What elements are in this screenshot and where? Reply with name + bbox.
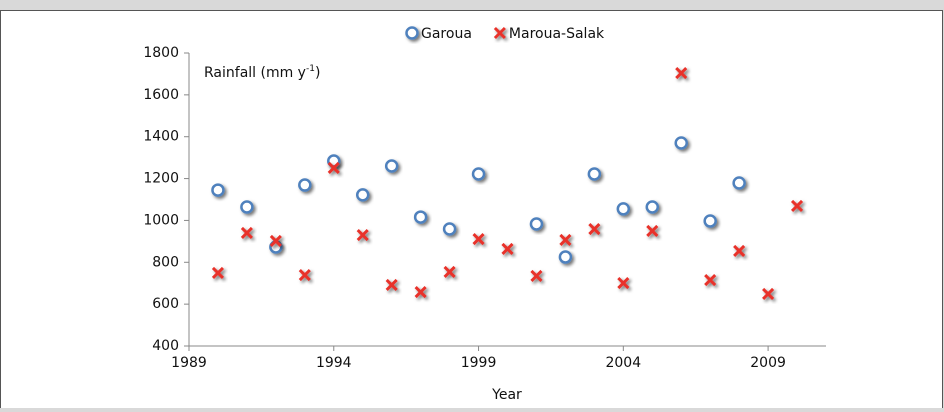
x-tick-label: 1994 — [316, 355, 352, 371]
marker-circle — [587, 167, 602, 181]
marker-cross — [559, 233, 572, 246]
y-label-sup: -1 — [306, 64, 315, 74]
marker-cross — [443, 265, 456, 278]
marker-cross — [240, 226, 253, 240]
marker-circle — [442, 222, 457, 236]
marker-cross — [472, 232, 485, 246]
marker-cross — [414, 285, 427, 299]
marker-cross — [704, 274, 717, 287]
marker-circle — [240, 200, 254, 214]
y-tick-label: 1000 — [143, 212, 179, 228]
marker-circle — [674, 136, 688, 150]
y-tick-label: 1600 — [143, 87, 179, 103]
y-tick-label: 400 — [152, 338, 179, 354]
marker-cross — [646, 224, 659, 237]
x-tick-label: 2004 — [605, 355, 641, 371]
top-bar — [0, 0, 944, 10]
marker-circle — [405, 26, 419, 40]
marker-circle — [732, 176, 746, 190]
y-tick-label: 1800 — [143, 45, 179, 61]
marker-cross — [530, 269, 543, 282]
y-label-main: Rainfall (mm y — [204, 65, 306, 81]
marker-circle — [529, 217, 544, 231]
marker-cross — [762, 287, 775, 300]
marker-circle — [616, 202, 631, 216]
legend-label: Maroua-Salak — [509, 26, 605, 42]
marker-cross — [790, 199, 804, 213]
marker-circle — [384, 159, 399, 173]
x-tick-label: 1999 — [461, 355, 497, 371]
marker-circle — [298, 178, 312, 192]
marker-circle — [558, 250, 573, 264]
marker-cross — [211, 266, 225, 280]
marker-circle — [355, 188, 370, 202]
marker-cross — [675, 67, 688, 80]
marker-circle — [211, 183, 225, 197]
marker-cross — [356, 229, 369, 242]
y-label-end: ) — [315, 65, 320, 81]
marker-cross — [327, 161, 340, 174]
marker-cross — [269, 234, 282, 247]
marker-cross — [733, 244, 746, 258]
marker-cross — [493, 26, 506, 40]
marker-circle — [471, 167, 486, 181]
marker-cross — [617, 276, 630, 290]
marker-circle — [413, 210, 428, 224]
marker-cross — [588, 222, 601, 236]
y-tick-label: 800 — [152, 254, 179, 270]
marker-circle — [703, 214, 717, 228]
x-axis-label: Year — [491, 387, 522, 403]
marker-cross — [385, 278, 398, 291]
x-tick-label: 1989 — [171, 355, 207, 371]
x-tick-label: 2009 — [750, 355, 786, 371]
y-tick-label: 600 — [152, 296, 179, 312]
y-tick-label: 1400 — [143, 129, 179, 145]
y-tick-label: 1200 — [143, 171, 179, 187]
marker-cross — [501, 242, 514, 255]
y-axis-label: Rainfall (mm y-1) — [204, 64, 320, 82]
marker-cross — [298, 268, 311, 282]
legend-label: Garoua — [421, 26, 472, 42]
marker-circle — [645, 200, 660, 214]
panel — [0, 10, 943, 411]
